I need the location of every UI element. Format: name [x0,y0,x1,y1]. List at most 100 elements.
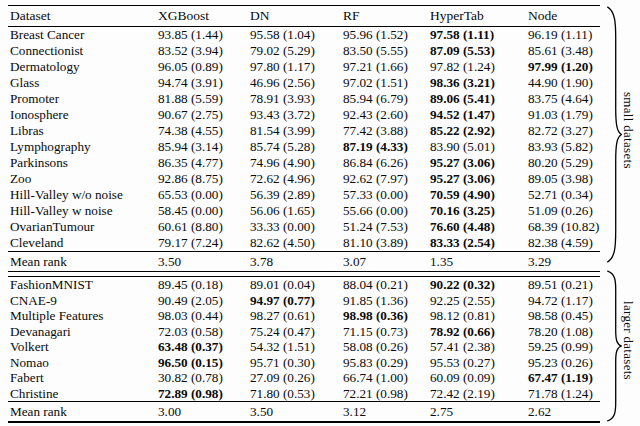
cell-hypertab: 95.27 (3.06) [430,155,528,171]
mean-rank-row: Mean rank3.003.503.122.752.62 [8,402,600,421]
cell-hypertab: 70.59 (4.90) [430,187,528,203]
dataset-name: Parkinsons [8,155,158,171]
cell-dn: 82.62 (4.50) [250,235,343,251]
bottom-rule [8,421,600,423]
cell-xgboost: 83.52 (3.94) [158,43,250,59]
cell-node: 96.19 (1.11) [528,27,600,43]
dataset-name: CNAE-9 [8,293,158,309]
dataset-name: Multiple Features [8,308,158,324]
table-row: Fabert30.82 (0.78)27.09 (0.26)66.74 (1.0… [8,370,600,386]
dataset-name: Promoter [8,91,158,107]
dataset-name: Ionosphere [8,107,158,123]
mean-rank-label: Mean rank [8,254,158,270]
dataset-name: Dermatology [8,59,158,75]
cell-xgboost: 96.50 (0.15) [158,355,250,371]
cell-dn: 56.39 (2.89) [250,187,343,203]
dataset-name: Christine [8,386,158,402]
cell-hypertab: 78.92 (0.66) [430,324,528,340]
cell-dn: 3.78 [250,254,343,270]
cell-node: 51.09 (0.26) [528,203,600,219]
cell-rf: 86.84 (6.26) [343,155,430,171]
table-row: Connectionist83.52 (3.94)79.02 (5.29)83.… [8,43,600,59]
cell-dn: 71.80 (0.53) [250,386,343,402]
table-row: Nomao96.50 (0.15)95.71 (0.30)95.83 (0.29… [8,355,600,371]
cell-rf: 3.07 [343,254,430,270]
cell-dn: 95.71 (0.30) [250,355,343,371]
cell-dn: 27.09 (0.26) [250,370,343,386]
cell-xgboost: 60.61 (8.80) [158,219,250,235]
cell-hypertab: 95.53 (0.27) [430,355,528,371]
table-row: Volkert63.48 (0.37)54.32 (1.51)58.08 (0.… [8,339,600,355]
cell-rf: 72.21 (0.98) [343,386,430,402]
dataset-name: FashionMNIST [8,277,158,293]
cell-xgboost: 94.74 (3.91) [158,75,250,91]
cell-node: 59.25 (0.99) [528,339,600,355]
cell-dn: 72.62 (4.96) [250,171,343,187]
mean-rank-row: Mean rank3.503.783.071.353.29 [8,252,600,271]
dataset-name: Fabert [8,370,158,386]
cell-rf: 3.12 [343,404,430,420]
table-row: FashionMNIST89.45 (0.18)89.01 (0.04)88.0… [8,277,600,293]
cell-node: 97.99 (1.20) [528,59,600,75]
cell-hypertab: 97.58 (1.11) [430,27,528,43]
dataset-name: Breast Cancer [8,27,158,43]
table-row: Breast Cancer93.85 (1.44)95.58 (1.04)95.… [8,27,600,43]
col-header-dn: DN [250,8,343,24]
col-header-rf: RF [343,8,430,24]
cell-rf: 57.33 (0.00) [343,187,430,203]
cell-node: 89.05 (3.98) [528,171,600,187]
cell-rf: 97.21 (1.66) [343,59,430,75]
cell-node: 83.93 (5.82) [528,139,600,155]
cell-hypertab: 87.09 (5.53) [430,43,528,59]
cell-rf: 95.96 (1.52) [343,27,430,43]
results-table: Dataset XGBoost DN RF HyperTab Node Brea… [8,0,600,423]
cell-node: 68.39 (10.82) [528,219,600,235]
cell-dn: 85.74 (5.28) [250,139,343,155]
cell-dn: 54.32 (1.51) [250,339,343,355]
cell-rf: 71.15 (0.73) [343,324,430,340]
table-row: Parkinsons86.35 (4.77)74.96 (4.90)86.84 … [8,155,600,171]
cell-node: 82.38 (4.59) [528,235,600,251]
paper-results-table-page: Dataset XGBoost DN RF HyperTab Node Brea… [0,0,640,426]
cell-hypertab: 97.82 (1.24) [430,59,528,75]
cell-xgboost: 30.82 (0.78) [158,370,250,386]
cell-node: 44.90 (1.90) [528,75,600,91]
cell-node: 80.20 (5.29) [528,155,600,171]
cell-node: 83.75 (4.64) [528,91,600,107]
cell-xgboost: 81.88 (5.59) [158,91,250,107]
cell-rf: 98.98 (0.36) [343,308,430,324]
cell-rf: 97.02 (1.51) [343,75,430,91]
dataset-name: Devanagari [8,324,158,340]
small-datasets-label: small datasets [620,92,636,169]
cell-node: 85.61 (3.48) [528,43,600,59]
cell-hypertab: 89.06 (5.41) [430,91,528,107]
cell-hypertab: 72.42 (2.19) [430,386,528,402]
cell-hypertab: 98.12 (0.81) [430,308,528,324]
cell-xgboost: 86.35 (4.77) [158,155,250,171]
cell-dn: 93.43 (3.72) [250,107,343,123]
cell-node: 71.78 (1.24) [528,386,600,402]
cell-xgboost: 85.94 (3.14) [158,139,250,155]
cell-xgboost: 3.00 [158,404,250,420]
cell-xgboost: 63.48 (0.37) [158,339,250,355]
dataset-name: Zoo [8,171,158,187]
cell-rf: 83.50 (5.55) [343,43,430,59]
dataset-name: OvarianTumour [8,219,158,235]
dataset-name: Volkert [8,339,158,355]
cell-rf: 77.42 (3.88) [343,123,430,139]
cell-node: 94.72 (1.17) [528,293,600,309]
cell-dn: 74.96 (4.90) [250,155,343,171]
cell-rf: 95.83 (0.29) [343,355,430,371]
dataset-name: Nomao [8,355,158,371]
cell-rf: 87.19 (4.33) [343,139,430,155]
cell-hypertab: 83.33 (2.54) [430,235,528,251]
table-row: Promoter81.88 (5.59)78.91 (3.93)85.94 (6… [8,91,600,107]
table-row: Cleveland79.17 (7.24)82.62 (4.50)81.10 (… [8,235,600,251]
cell-dn: 75.24 (0.47) [250,324,343,340]
cell-node: 89.51 (0.21) [528,277,600,293]
mean-rank-label: Mean rank [8,404,158,420]
cell-hypertab: 90.22 (0.32) [430,277,528,293]
cell-dn: 95.58 (1.04) [250,27,343,43]
col-header-xgboost: XGBoost [158,8,250,24]
cell-rf: 58.08 (0.26) [343,339,430,355]
